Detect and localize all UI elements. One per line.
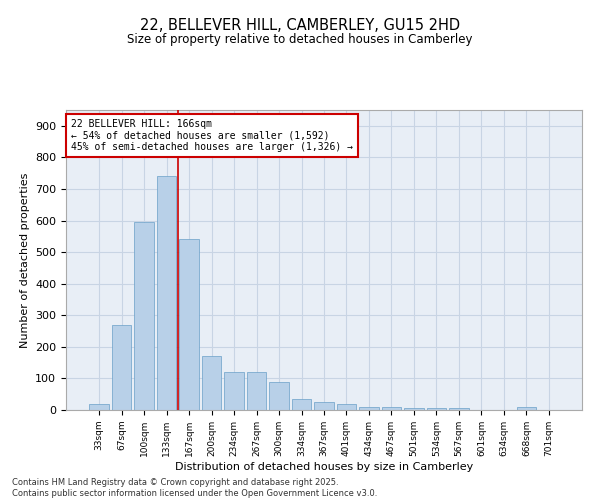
Bar [247, 372, 266, 410]
Bar [224, 372, 244, 410]
X-axis label: Distribution of detached houses by size in Camberley: Distribution of detached houses by size … [175, 462, 473, 471]
Bar [337, 404, 356, 410]
Bar [404, 408, 424, 410]
Bar [179, 240, 199, 410]
Bar [134, 222, 154, 410]
Bar [314, 402, 334, 410]
Text: 22, BELLEVER HILL, CAMBERLEY, GU15 2HD: 22, BELLEVER HILL, CAMBERLEY, GU15 2HD [140, 18, 460, 32]
Bar [202, 356, 221, 410]
Text: Size of property relative to detached houses in Camberley: Size of property relative to detached ho… [127, 32, 473, 46]
Text: Contains HM Land Registry data © Crown copyright and database right 2025.
Contai: Contains HM Land Registry data © Crown c… [12, 478, 377, 498]
Bar [157, 176, 176, 410]
Bar [89, 404, 109, 410]
Bar [359, 407, 379, 410]
Bar [382, 407, 401, 410]
Bar [449, 408, 469, 410]
Y-axis label: Number of detached properties: Number of detached properties [20, 172, 29, 348]
Bar [112, 324, 131, 410]
Bar [517, 407, 536, 410]
Bar [292, 399, 311, 410]
Bar [427, 408, 446, 410]
Bar [269, 382, 289, 410]
Text: 22 BELLEVER HILL: 166sqm
← 54% of detached houses are smaller (1,592)
45% of sem: 22 BELLEVER HILL: 166sqm ← 54% of detach… [71, 119, 353, 152]
